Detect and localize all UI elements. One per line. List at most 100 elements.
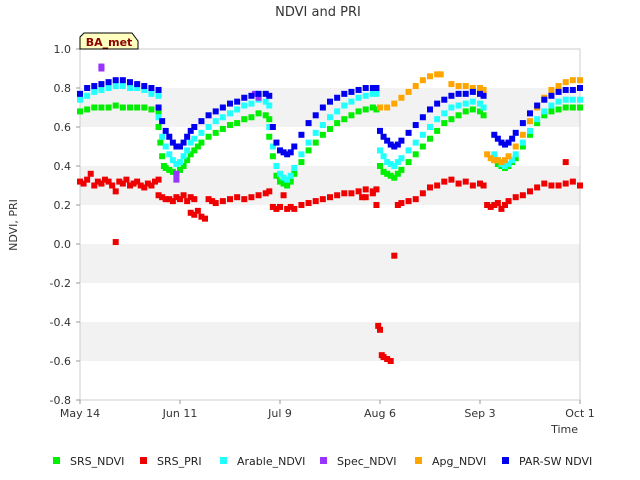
data-point — [155, 192, 162, 199]
data-point — [105, 79, 112, 86]
legend-swatch — [320, 457, 327, 464]
data-point — [255, 90, 262, 97]
data-point — [391, 174, 398, 181]
data-point — [487, 155, 494, 162]
data-point — [462, 83, 469, 90]
data-point — [280, 192, 287, 199]
data-point — [427, 106, 433, 113]
data-point — [84, 176, 91, 183]
data-point — [502, 157, 508, 164]
data-point — [191, 211, 198, 218]
data-point — [498, 205, 505, 212]
data-point — [312, 139, 319, 146]
data-point — [534, 116, 541, 123]
data-point — [162, 196, 169, 203]
data-point — [305, 147, 312, 154]
data-point — [266, 102, 273, 109]
data-point — [380, 153, 387, 160]
data-point — [398, 166, 405, 173]
data-point — [109, 182, 116, 189]
series-apg-ndvi — [377, 71, 583, 166]
data-point — [373, 90, 380, 97]
data-point — [512, 151, 519, 158]
data-point — [284, 182, 291, 189]
data-point — [548, 102, 555, 109]
data-point — [512, 143, 519, 150]
data-point — [419, 77, 426, 84]
data-point — [205, 124, 212, 130]
legend-label: SRS_PRI — [157, 455, 202, 468]
data-point — [327, 114, 333, 121]
data-point — [448, 176, 455, 183]
grid-band-2 — [80, 244, 580, 283]
data-point — [87, 170, 94, 177]
data-point — [105, 178, 112, 185]
data-point — [269, 143, 276, 150]
data-point — [373, 202, 380, 208]
data-point — [241, 116, 248, 123]
data-point — [477, 100, 483, 107]
legend-item: Spec_NDVI — [320, 455, 397, 468]
data-point — [280, 180, 287, 187]
data-point — [477, 85, 483, 91]
data-point — [419, 131, 426, 138]
data-point — [284, 176, 291, 183]
x-tick-label: Aug 6 — [364, 407, 396, 420]
data-point — [105, 85, 112, 91]
data-point — [312, 112, 319, 119]
data-point — [84, 106, 91, 113]
data-point — [198, 213, 205, 220]
data-point — [177, 196, 183, 203]
data-point — [284, 205, 291, 212]
data-point — [391, 252, 398, 259]
data-point — [441, 110, 448, 117]
data-point — [255, 192, 262, 199]
data-point — [373, 106, 380, 113]
series-arable-ndvi — [77, 83, 583, 183]
data-point — [384, 137, 391, 144]
data-point — [505, 161, 512, 168]
data-point — [173, 176, 180, 183]
data-point — [141, 184, 148, 191]
data-point — [355, 86, 362, 93]
data-point — [377, 104, 383, 111]
data-point — [327, 125, 333, 132]
data-point — [577, 96, 583, 103]
data-point — [298, 202, 305, 208]
data-point — [180, 153, 187, 160]
data-point — [277, 147, 283, 154]
data-point — [341, 102, 348, 109]
data-point — [112, 77, 119, 84]
data-point — [427, 135, 433, 142]
data-point — [512, 129, 519, 136]
data-point — [262, 90, 269, 97]
data-point — [205, 133, 212, 140]
data-point — [137, 182, 144, 189]
chart-title: NDVI and PRI — [275, 5, 361, 20]
data-point — [491, 151, 498, 158]
data-point — [469, 85, 476, 91]
data-point — [434, 100, 441, 107]
data-point — [141, 104, 148, 111]
data-point — [312, 129, 319, 136]
data-point — [130, 180, 137, 187]
data-point — [134, 85, 141, 91]
legend-item: PAR-SW NDVI — [502, 455, 592, 468]
legend-item: SRS_NDVI — [53, 455, 124, 468]
data-point — [119, 77, 126, 84]
data-point — [198, 118, 205, 125]
data-point — [98, 86, 105, 93]
data-point — [291, 205, 298, 212]
data-point — [387, 161, 394, 168]
data-point — [287, 178, 294, 185]
data-point — [380, 354, 387, 361]
data-point — [141, 83, 148, 90]
data-point — [287, 172, 294, 179]
data-point — [241, 196, 248, 203]
data-point — [119, 104, 126, 111]
data-point — [448, 104, 455, 111]
data-point — [380, 168, 387, 175]
data-point — [512, 155, 519, 162]
data-point — [327, 98, 333, 105]
data-point — [455, 112, 462, 119]
